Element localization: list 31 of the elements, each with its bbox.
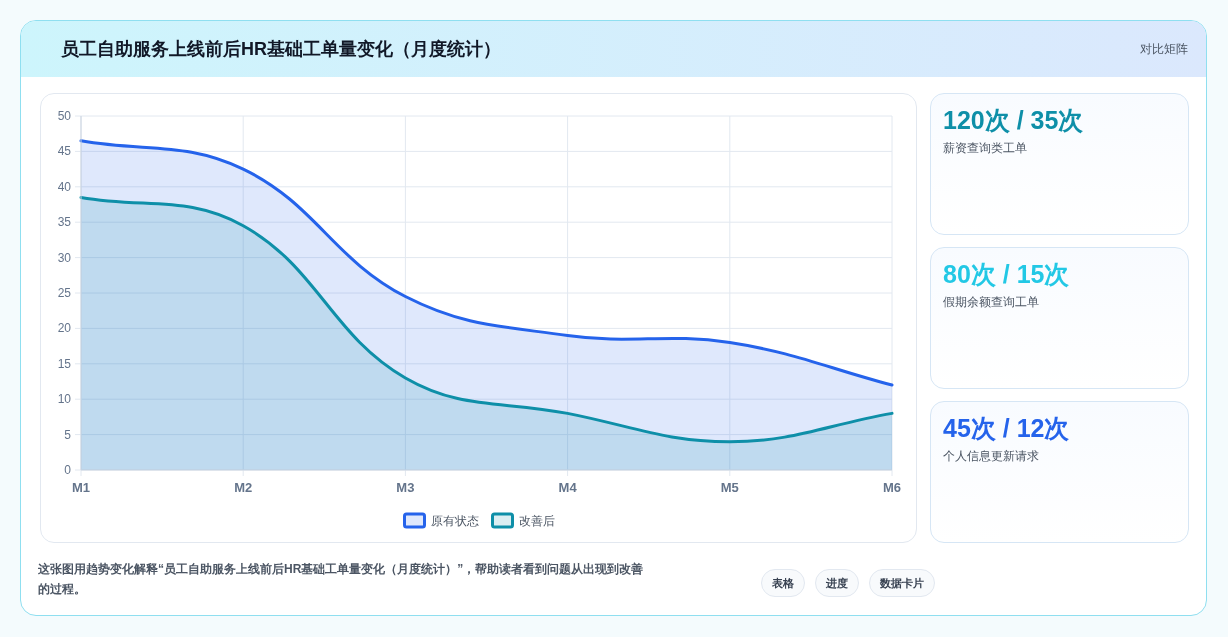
- y-tick-label: 45: [57, 144, 72, 159]
- text: 45次 / 12次: [943, 413, 1070, 444]
- legend-label: 原有状态: [430, 514, 479, 528]
- y-tick-label: 15: [57, 356, 72, 371]
- y-tick-label: 0: [64, 463, 72, 477]
- text: 80次 / 15次: [943, 259, 1070, 290]
- text: 进度: [815, 569, 859, 597]
- text: 对比矩阵: [1140, 41, 1188, 58]
- text: 薪资查询类工单: [943, 140, 1027, 157]
- text: 120次 / 35次: [943, 105, 1084, 136]
- y-tick-label: 35: [57, 215, 72, 230]
- x-tick-label: M2: [234, 480, 253, 495]
- y-tick-label: 10: [57, 392, 72, 407]
- x-tick-label: M4: [558, 480, 578, 495]
- x-tick-label: M1: [71, 480, 91, 495]
- chart-title: 员工自助服务上线前后HR基础工单量变化（月度统计）: [61, 38, 501, 61]
- y-tick-label: 20: [57, 321, 72, 336]
- x-tick-label: M3: [396, 480, 415, 495]
- y-tick-label: 40: [57, 179, 72, 194]
- text: 假期余额查询工单: [943, 294, 1039, 311]
- text: 个人信息更新请求: [943, 448, 1039, 465]
- y-tick-label: 50: [57, 109, 72, 123]
- y-tick-label: 30: [57, 250, 72, 265]
- legend-label: 改善后: [518, 514, 555, 528]
- text: 这张图用趋势变化解释“员工自助服务上线前后HR基础工单量变化（月度统计）”，帮助读者看到问题从出现到改善的过程。: [38, 561, 645, 598]
- y-tick-label: 5: [64, 427, 72, 442]
- x-tick-label: M5: [720, 480, 739, 495]
- x-tick-label: M6: [882, 480, 902, 495]
- text: 表格: [761, 569, 805, 597]
- text: 数据卡片: [869, 569, 935, 597]
- y-tick-label: 25: [57, 286, 72, 300]
